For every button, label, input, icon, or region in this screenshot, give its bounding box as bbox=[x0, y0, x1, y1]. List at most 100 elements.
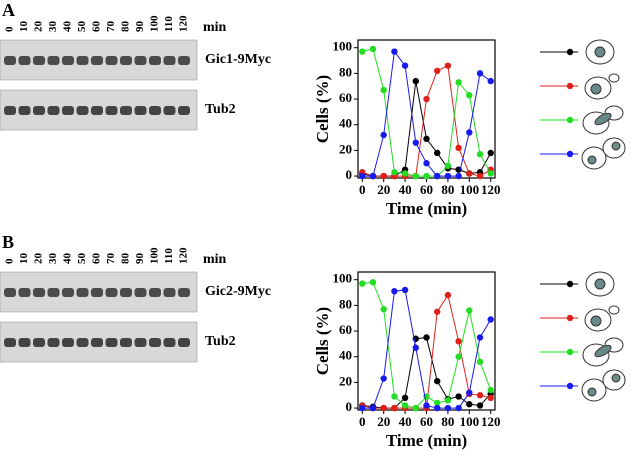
blot-band bbox=[163, 106, 176, 115]
nucleus bbox=[594, 278, 606, 290]
series-line bbox=[362, 281, 492, 409]
data-point bbox=[391, 393, 398, 400]
data-point bbox=[434, 149, 441, 157]
data-point bbox=[412, 77, 419, 85]
blot-band bbox=[134, 338, 147, 347]
unit-label: min bbox=[203, 252, 227, 267]
lane-label: 80 bbox=[120, 253, 132, 265]
lane-label: 30 bbox=[47, 253, 59, 265]
blot-band bbox=[47, 106, 60, 115]
y-tick-label: 60 bbox=[339, 322, 352, 337]
legend-entry bbox=[540, 271, 615, 297]
lane-label: 30 bbox=[47, 21, 59, 33]
y-tick-label: 0 bbox=[346, 167, 353, 182]
data-point bbox=[423, 334, 430, 341]
blot-band bbox=[120, 56, 132, 65]
lane-label: 110 bbox=[163, 16, 175, 32]
blot-band bbox=[120, 106, 132, 115]
blot-band bbox=[163, 338, 176, 347]
lane-label: 20 bbox=[33, 253, 45, 265]
legend-dot bbox=[566, 280, 574, 288]
data-point bbox=[476, 334, 484, 341]
blot-band bbox=[91, 56, 103, 65]
data-point bbox=[466, 389, 473, 396]
blot-band bbox=[134, 106, 147, 115]
data-point bbox=[391, 404, 398, 412]
blot-band bbox=[4, 288, 16, 297]
blot-band bbox=[18, 288, 31, 297]
legend-dot bbox=[566, 348, 574, 356]
blot-band bbox=[149, 106, 161, 115]
lane-label: 80 bbox=[120, 21, 132, 33]
blot-band bbox=[178, 338, 190, 347]
data-point bbox=[455, 172, 462, 180]
lane-label: 100 bbox=[149, 15, 161, 32]
data-point bbox=[444, 162, 452, 170]
data-point bbox=[412, 344, 419, 351]
blot-band bbox=[18, 106, 31, 115]
data-point bbox=[434, 404, 441, 412]
data-point bbox=[380, 86, 387, 94]
blot-band bbox=[105, 338, 118, 347]
data-point bbox=[423, 95, 430, 103]
data-point bbox=[476, 392, 484, 399]
legend-dot bbox=[566, 314, 574, 322]
data-point bbox=[434, 377, 441, 385]
lane-label: 50 bbox=[76, 21, 88, 33]
nucleus bbox=[611, 373, 621, 383]
lane-label: 0 bbox=[4, 26, 16, 32]
blot-label: Tub2 bbox=[205, 334, 236, 349]
data-point bbox=[391, 48, 398, 55]
data-point bbox=[476, 358, 484, 366]
data-point bbox=[444, 397, 452, 404]
data-point bbox=[359, 172, 366, 180]
data-point bbox=[380, 404, 387, 412]
blot-label: Gic1-9Myc bbox=[205, 52, 271, 67]
plot-frame bbox=[357, 39, 496, 179]
data-point bbox=[455, 404, 462, 412]
blot-band bbox=[62, 106, 74, 115]
blot-band bbox=[105, 288, 118, 297]
data-point bbox=[434, 399, 441, 407]
blot-band bbox=[47, 288, 60, 297]
data-point bbox=[369, 172, 377, 180]
data-point bbox=[401, 286, 409, 294]
data-point bbox=[423, 160, 430, 167]
data-point bbox=[476, 70, 484, 77]
blot-band bbox=[47, 56, 60, 65]
bud bbox=[608, 305, 620, 315]
data-point bbox=[423, 402, 430, 409]
x-tick-label: 20 bbox=[377, 414, 390, 429]
data-point bbox=[434, 172, 441, 180]
x-tick-label: 40 bbox=[399, 182, 412, 197]
blot-band bbox=[105, 106, 118, 115]
data-point bbox=[466, 401, 473, 408]
lane-label: 110 bbox=[163, 248, 175, 264]
data-point bbox=[391, 288, 398, 295]
legend-entry bbox=[540, 337, 624, 367]
legend-entry bbox=[540, 39, 615, 65]
unit-label: min bbox=[203, 20, 227, 35]
blot-band bbox=[62, 338, 74, 347]
blot-band bbox=[4, 106, 16, 115]
data-point bbox=[487, 316, 494, 323]
legend-dot bbox=[566, 48, 574, 56]
y-axis-label: Cells (%) bbox=[313, 307, 332, 375]
bud bbox=[608, 73, 620, 83]
blot-band bbox=[178, 288, 190, 297]
data-point bbox=[359, 48, 366, 55]
blot-band bbox=[163, 56, 176, 65]
data-point bbox=[487, 394, 494, 402]
lane-label: 40 bbox=[62, 253, 74, 265]
lane-label: 120 bbox=[178, 15, 190, 32]
legend-entry bbox=[540, 137, 626, 170]
data-point bbox=[444, 172, 452, 180]
data-point bbox=[401, 62, 409, 69]
legend-entry bbox=[540, 73, 620, 100]
lane-label: 70 bbox=[105, 253, 117, 265]
x-tick-label: 80 bbox=[441, 414, 454, 429]
legend-dot bbox=[566, 82, 574, 90]
x-tick-label: 100 bbox=[460, 414, 480, 429]
nucleus bbox=[594, 344, 612, 358]
